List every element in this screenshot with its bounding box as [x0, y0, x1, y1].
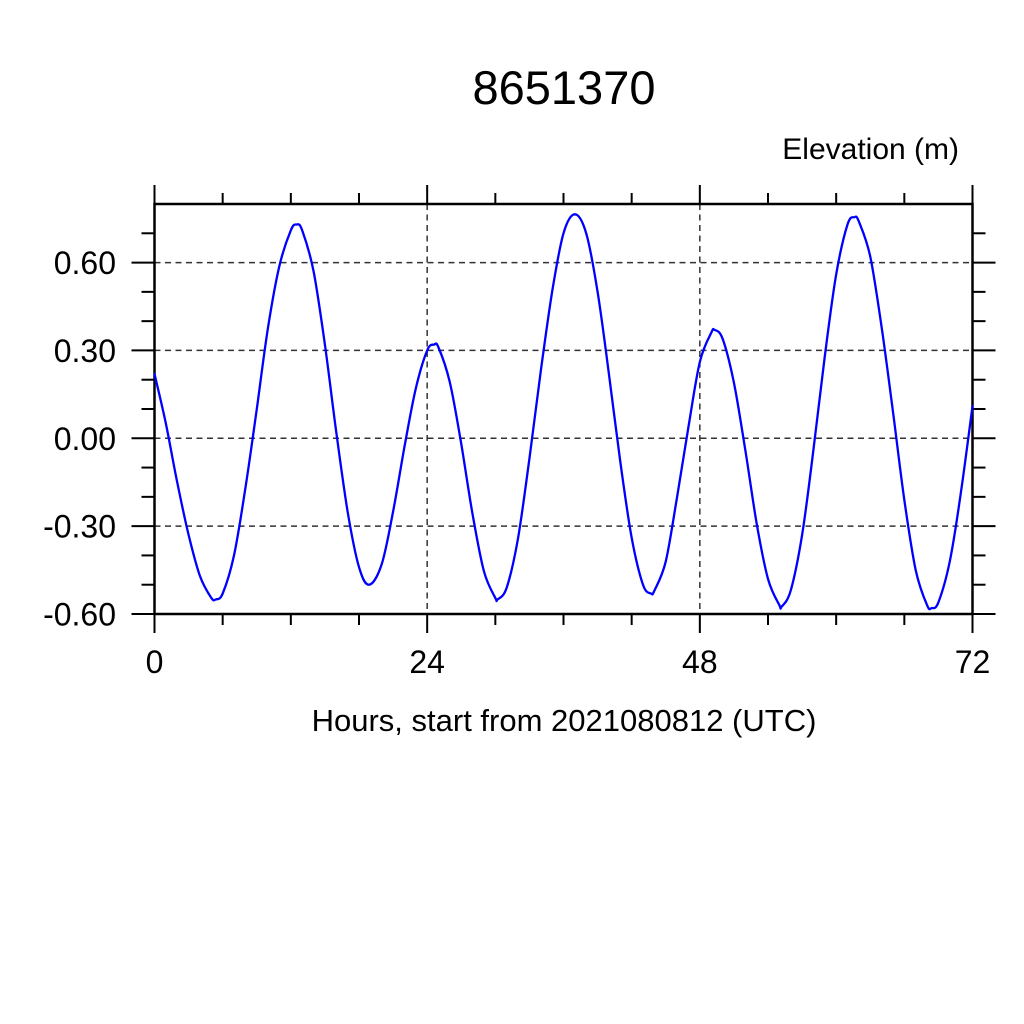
gridlines — [154, 204, 973, 614]
x-tick-label: 0 — [146, 644, 164, 680]
x-tick-label: 72 — [955, 644, 991, 680]
y-tick-label: 0.00 — [54, 421, 116, 457]
x-tick-labels: 0 24 48 72 — [146, 644, 991, 680]
chart-title: 8651370 — [472, 61, 656, 114]
plot-frame — [153, 202, 974, 616]
x-tick-label: 24 — [409, 644, 445, 680]
y-tick-label: 0.60 — [54, 245, 116, 281]
y-tick-label: -0.30 — [43, 509, 116, 545]
y-tick-label: -0.60 — [43, 597, 116, 633]
x-axis-label: Hours, start from 2021080812 (UTC) — [311, 703, 817, 738]
y-tick-label: 0.30 — [54, 333, 116, 369]
tide-elevation-curve — [153, 213, 974, 611]
elevation-unit-label: Elevation (m) — [782, 133, 959, 166]
y-tick-labels: 0.60 0.30 0.00 -0.30 -0.60 — [43, 245, 116, 632]
x-tick-label: 48 — [682, 644, 718, 680]
axis-ticks — [131, 185, 996, 633]
